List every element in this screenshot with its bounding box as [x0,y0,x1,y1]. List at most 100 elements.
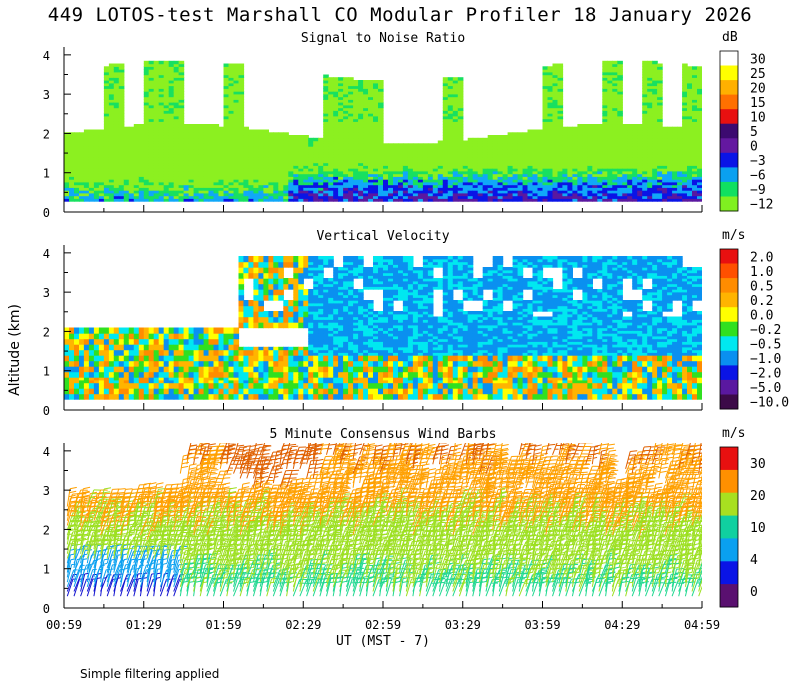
heatmap-cell [642,69,648,73]
heatmap-cell [243,143,249,147]
heatmap-cell [133,344,140,348]
heatmap-cell [442,135,449,139]
heatmap-cell [193,140,200,144]
heatmap-cell [158,341,165,345]
heatmap-cell [303,162,309,166]
heatmap-cell [93,162,100,166]
heatmap-cell [692,71,698,76]
heatmap-cell [432,187,439,191]
heatmap-cell [637,126,643,131]
heatmap-cell [657,154,663,158]
heatmap-cell [108,151,115,155]
heatmap-cell [557,137,564,142]
heatmap-cell [338,162,344,166]
heatmap-cell [612,157,618,161]
heatmap-cell [607,69,613,73]
heatmap-cell [268,190,274,194]
heatmap-cell [442,118,449,122]
heatmap-cell [373,107,379,111]
heatmap-cell [687,121,693,125]
heatmap-cell [303,148,309,153]
heatmap-cell [153,121,160,125]
heatmap-cell [69,151,75,155]
heatmap-cell [103,393,110,397]
heatmap-cell [123,390,130,395]
heatmap-cell [223,77,230,81]
heatmap-cell [143,349,150,353]
heatmap-cell [173,368,180,373]
heatmap-cell [527,168,534,172]
heatmap-cell [183,159,190,164]
heatmap-cell [552,190,559,194]
heatmap-cell [642,151,648,155]
heatmap-cell [607,181,613,186]
heatmap-cell [308,137,314,142]
heatmap-cell [622,170,628,175]
heatmap-cell [118,104,125,109]
heatmap-cell [507,140,514,144]
heatmap-cell [163,346,170,351]
heatmap-cell [477,176,484,180]
heatmap-cell [228,77,235,81]
colorbar-label: −6 [750,169,766,184]
heatmap-cell [118,377,125,381]
heatmap-cell [64,366,70,370]
heatmap-cell [542,88,549,92]
heatmap-cell [228,80,235,84]
heatmap-cell [512,190,519,194]
heatmap-cell [88,382,95,386]
heatmap-cell [308,140,314,144]
heatmap-cell [607,71,613,76]
heatmap-cell [492,148,499,153]
heatmap-cell [128,192,135,197]
heatmap-cell [158,179,165,183]
heatmap-cell [552,129,559,133]
heatmap-cell [283,173,289,177]
heatmap-cell [158,330,165,334]
heatmap-cell [612,91,618,95]
heatmap-cell [308,187,314,191]
heatmap-cell [93,388,100,392]
heatmap-cell [163,74,170,78]
heatmap-cell [557,104,564,109]
heatmap-cell [667,192,673,197]
heatmap-cell [313,162,319,166]
heatmap-cell [158,126,165,131]
heatmap-cell [173,352,180,356]
heatmap-cell [697,162,702,166]
heatmap-cell [158,135,165,139]
heatmap-cell [358,107,364,111]
heatmap-cell [582,173,588,177]
heatmap-cell [607,80,613,84]
heatmap-cell [173,93,180,98]
heatmap-cell [378,154,384,158]
heatmap-cell [542,168,549,172]
heatmap-cell [69,184,75,188]
heatmap-cell [492,176,499,180]
heatmap-cell [612,124,618,128]
heatmap-cell [542,151,549,155]
heatmap-cell [74,190,80,194]
heatmap-cell [118,162,125,166]
heatmap-cell [323,96,329,100]
heatmap-cell [667,148,673,153]
heatmap-cell [472,168,479,172]
heatmap-cell [118,85,125,89]
heatmap-cell [263,190,269,194]
heatmap-cell [492,179,499,183]
heatmap-cell [143,168,150,172]
heatmap-cell [642,179,648,183]
heatmap-cell [692,157,698,161]
heatmap-cell [83,170,90,175]
heatmap-cell [173,140,180,144]
heatmap-cell [158,132,165,136]
heatmap-cell [407,173,414,177]
heatmap-cell [288,179,294,183]
heatmap-cell [607,190,613,194]
heatmap-cell [597,184,603,188]
heatmap-cell [64,330,70,334]
heatmap-cell [198,179,205,183]
heatmap-cell [233,173,240,177]
heatmap-cell [547,69,554,73]
heatmap-cell [98,157,105,161]
